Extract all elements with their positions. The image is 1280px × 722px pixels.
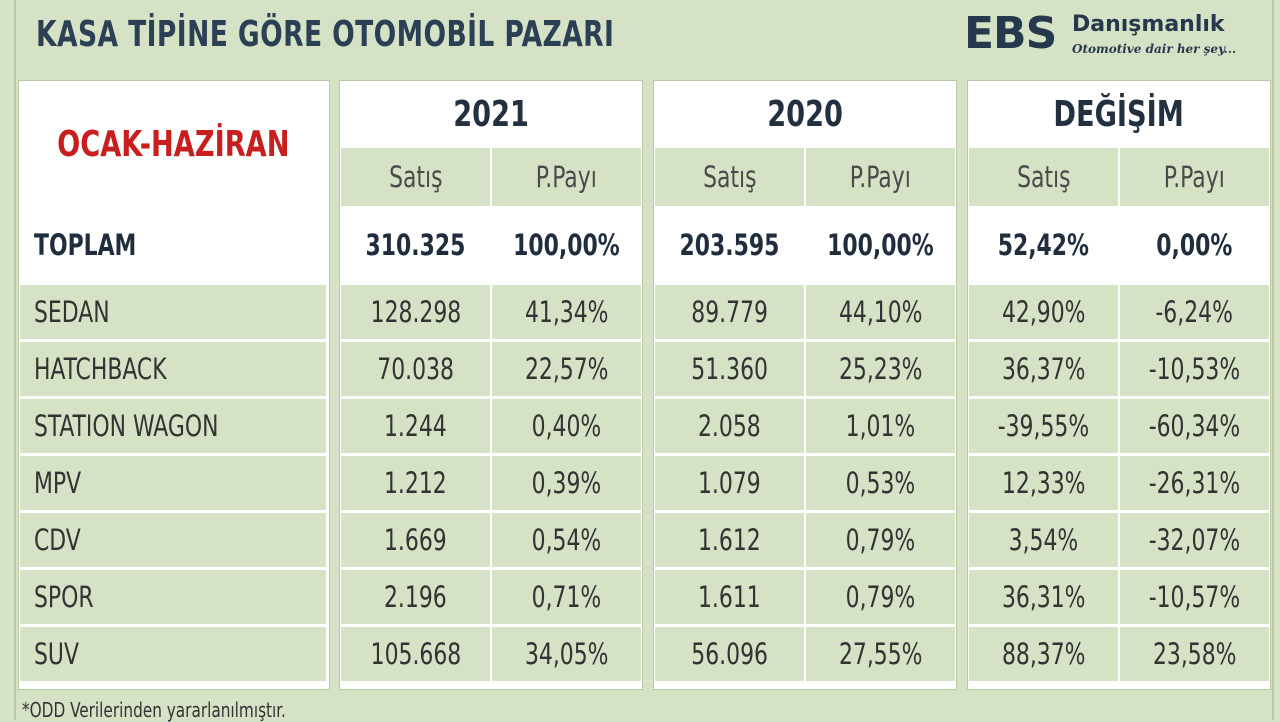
group-header-2: DEĞİŞİM: [969, 82, 1269, 146]
table-cell: 36,31%: [969, 570, 1118, 624]
table-cell: 0,79%: [806, 570, 955, 624]
table-cell: 52,42%: [969, 208, 1118, 282]
row-label: TOPLAM: [20, 208, 326, 282]
table-cell: 1.611: [655, 570, 804, 624]
table-cell: 0,53%: [806, 456, 955, 510]
subheader-1-1: P.Payı: [806, 148, 955, 206]
table-cell: 70.038: [341, 342, 490, 396]
table-cell: -26,31%: [1120, 456, 1269, 510]
table-cell: 1,01%: [806, 399, 955, 453]
table-cell: 1.612: [655, 513, 804, 567]
table-cell: 0,54%: [492, 513, 641, 567]
table-cell: 100,00%: [806, 208, 955, 282]
table-cell: 128.298: [341, 285, 490, 339]
table-cell: -60,34%: [1120, 399, 1269, 453]
table-cell: 41,34%: [492, 285, 641, 339]
table-cell: 1.669: [341, 513, 490, 567]
logo-brand: EBS: [964, 8, 1057, 59]
table-cell: 0,40%: [492, 399, 641, 453]
subheader-0-1: P.Payı: [492, 148, 641, 206]
row-label: CDV: [20, 513, 326, 567]
table-cell: 310.325: [341, 208, 490, 282]
table-cell: 0,00%: [1120, 208, 1269, 282]
table-cell: 44,10%: [806, 285, 955, 339]
table-cell: 0,79%: [806, 513, 955, 567]
table-cell: 23,58%: [1120, 627, 1269, 681]
subheader-2-1: P.Payı: [1120, 148, 1269, 206]
table-cell: 1.079: [655, 456, 804, 510]
row-label: SUV: [20, 627, 326, 681]
row-label: HATCHBACK: [20, 342, 326, 396]
table-cell: 27,55%: [806, 627, 955, 681]
period-label: OCAK-HAZİRAN: [20, 82, 326, 206]
table-cell: 89.779: [655, 285, 804, 339]
table-cell: -10,53%: [1120, 342, 1269, 396]
row-label: MPV: [20, 456, 326, 510]
logo-name: Danışmanlık: [1072, 12, 1225, 37]
table-cell: 1.212: [341, 456, 490, 510]
subheader-2-0: Satış: [969, 148, 1118, 206]
table-cell: 22,57%: [492, 342, 641, 396]
table-cell: 0,39%: [492, 456, 641, 510]
logo-tagline: Otomotive dair her şey...: [1072, 42, 1237, 56]
row-label: STATION WAGON: [20, 399, 326, 453]
table-cell: -32,07%: [1120, 513, 1269, 567]
group-header-1: 2020: [655, 82, 955, 146]
subheader-1-0: Satış: [655, 148, 804, 206]
ebs-logo: EBS Danışmanlık Otomotive dair her şey..…: [964, 8, 1264, 70]
table-cell: 2.196: [341, 570, 490, 624]
group-header-0: 2021: [341, 82, 641, 146]
table-cell: 25,23%: [806, 342, 955, 396]
footnote: *ODD Verilerinden yararlanılmıştır.: [22, 698, 286, 722]
table-cell: -6,24%: [1120, 285, 1269, 339]
table-cell: 0,71%: [492, 570, 641, 624]
page-title: KASA TİPİNE GÖRE OTOMOBİL PAZARI: [36, 14, 615, 55]
table-cell: -39,55%: [969, 399, 1118, 453]
table-cell: 34,05%: [492, 627, 641, 681]
table-cell: 56.096: [655, 627, 804, 681]
table-cell: 1.244: [341, 399, 490, 453]
table-cell: 105.668: [341, 627, 490, 681]
table-cell: 51.360: [655, 342, 804, 396]
table-cell: 203.595: [655, 208, 804, 282]
table-cell: -10,57%: [1120, 570, 1269, 624]
table-cell: 12,33%: [969, 456, 1118, 510]
row-label: SPOR: [20, 570, 326, 624]
table-cell: 3,54%: [969, 513, 1118, 567]
table-cell: 36,37%: [969, 342, 1118, 396]
table-cell: 2.058: [655, 399, 804, 453]
table-cell: 100,00%: [492, 208, 641, 282]
table-cell: 42,90%: [969, 285, 1118, 339]
subheader-0-0: Satış: [341, 148, 490, 206]
table-cell: 88,37%: [969, 627, 1118, 681]
row-label: SEDAN: [20, 285, 326, 339]
